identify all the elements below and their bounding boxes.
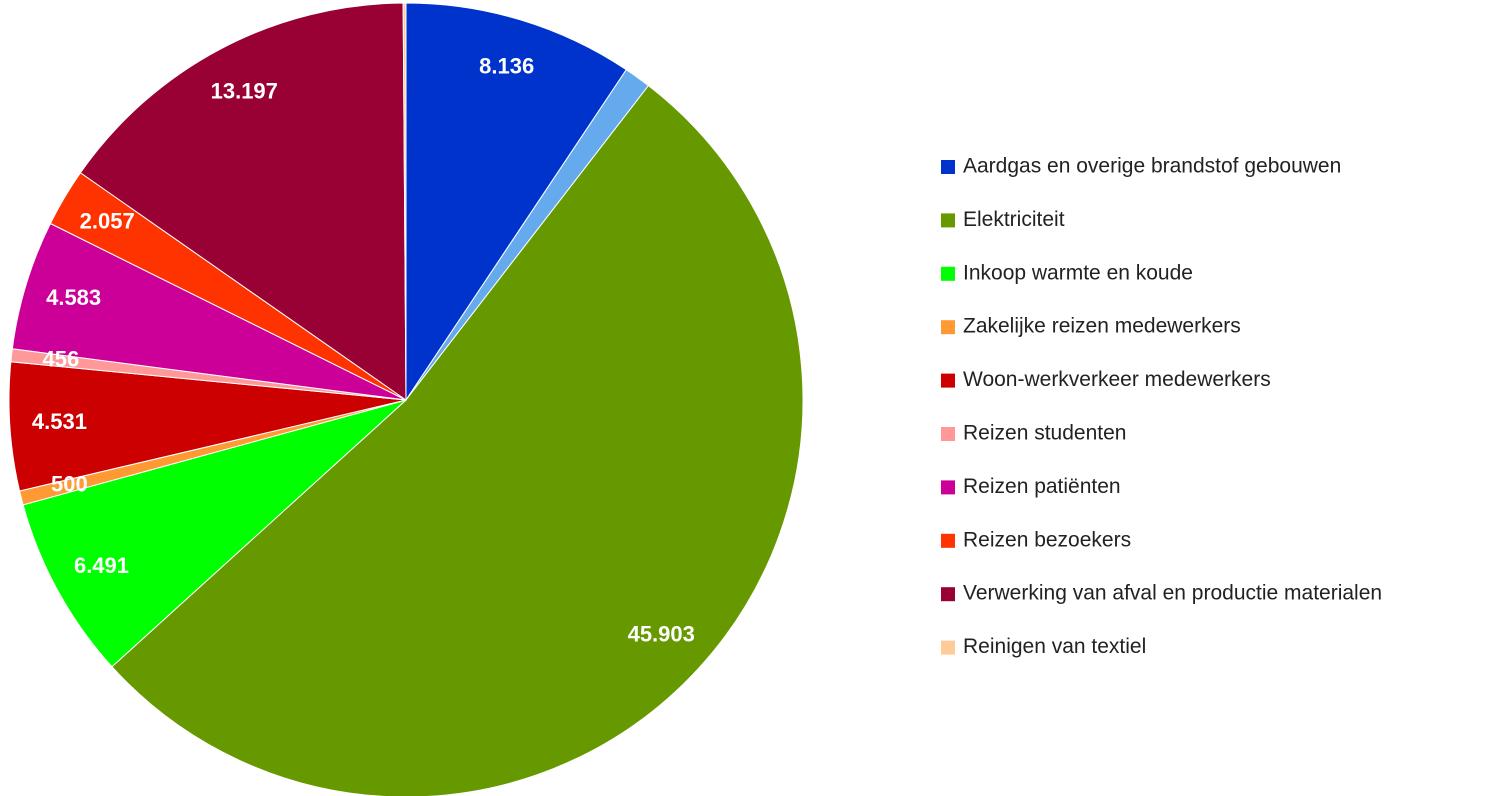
pie-slice (405, 2, 627, 402)
data-label: 2.057 (80, 209, 135, 234)
legend-swatch (941, 480, 955, 495)
legend-swatch (941, 160, 955, 174)
legend-swatch (941, 266, 955, 281)
legend-swatch (941, 533, 955, 548)
legend-swatch (941, 213, 955, 228)
data-label: 45.903 (628, 621, 695, 646)
data-label: 8.136 (479, 53, 534, 78)
data-label: 4.531 (32, 409, 87, 434)
pie-slice (22, 399, 407, 668)
data-label: 6.491 (74, 553, 129, 578)
legend-swatch (941, 427, 955, 441)
data-label: 456 (42, 347, 79, 372)
pie-slice (111, 84, 804, 796)
legend-label: Reizen studenten (963, 422, 1126, 445)
pie-slice (79, 2, 407, 401)
legend-label: Reizen patiënten (963, 475, 1121, 498)
legend-label: Verwerking van afval en productie materi… (963, 582, 1382, 605)
legend-label: Aardgas en overige brandstof gebouwen (963, 155, 1341, 178)
legend-swatch (941, 640, 955, 655)
pie-slice (402, 2, 407, 401)
legend-label: Reizen bezoekers (963, 528, 1131, 551)
legend-label: Zakelijke reizen medewerkers (963, 315, 1241, 338)
legend-swatch (941, 320, 955, 335)
legend-swatch (941, 373, 955, 388)
data-label: 13.197 (211, 78, 278, 103)
data-label: 4.583 (46, 285, 101, 310)
legend-label: Woon-werkverkeer medewerkers (963, 368, 1271, 391)
data-label: 500 (51, 472, 88, 497)
legend-label: Elektriciteit (963, 208, 1065, 231)
legend-swatch (941, 587, 955, 602)
legend-label: Inkoop warmte en koude (963, 261, 1193, 284)
legend-label: Reinigen van textiel (963, 635, 1146, 658)
